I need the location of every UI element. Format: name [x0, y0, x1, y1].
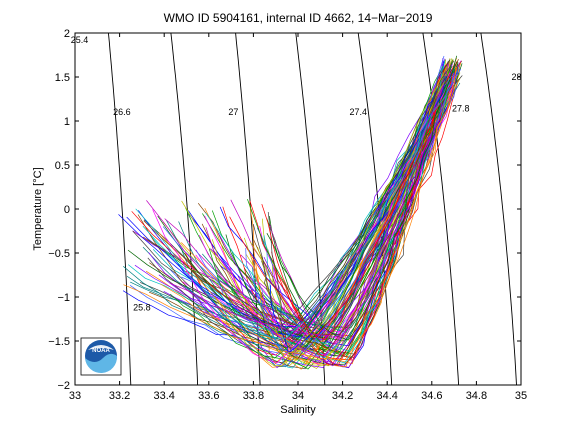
profile-line: [169, 84, 445, 338]
y-tick-label: 2: [64, 28, 70, 40]
x-tick-label: 33.2: [109, 390, 130, 402]
x-tick-label: 34.8: [466, 390, 487, 402]
profile-line: [245, 72, 455, 354]
x-tick-label: 34.4: [376, 390, 397, 402]
y-tick-label: −1.5: [48, 336, 70, 348]
x-tick-label: 33.4: [153, 390, 174, 402]
y-axis-title: Temperature [°C]: [32, 167, 44, 250]
profile-line: [146, 60, 452, 368]
noaa-logo: NOAA: [80, 337, 122, 376]
profile-lines: [118, 55, 463, 370]
x-axis-title: Salinity: [280, 404, 316, 416]
isopycnal-label: 27.4: [349, 107, 367, 117]
profile-line: [266, 55, 458, 341]
profile-line: [205, 66, 443, 352]
profile-line: [271, 75, 456, 365]
isopycnal-label: 25.8: [133, 303, 151, 313]
y-tick-label: 0.5: [55, 160, 70, 172]
noaa-logo-text: NOAA: [92, 348, 110, 354]
y-tick-label: 1.5: [55, 72, 70, 84]
chart-title: WMO ID 5904161, internal ID 4662, 14−Mar…: [164, 11, 433, 25]
profile-line: [132, 75, 463, 328]
profile-line: [213, 66, 448, 367]
profile-line: [158, 69, 447, 361]
profile-line: [229, 63, 448, 360]
profile-line: [123, 65, 456, 353]
isopycnal-label: 28: [512, 72, 522, 82]
isopycnal-label: 26.6: [113, 107, 131, 117]
profile-line: [143, 79, 448, 349]
x-tick-label: 33.6: [198, 390, 219, 402]
isopycnal-line: [107, 33, 132, 385]
isopycnal-line: [480, 33, 517, 385]
isopycnal-labels: 25.4 25.8 26.6 27 27.4 27.8 28: [71, 35, 522, 313]
isopycnal-label: 25.4: [71, 35, 89, 45]
profile-line: [157, 76, 450, 334]
x-tick-label: 35: [515, 390, 527, 402]
profile-line: [123, 66, 457, 361]
y-tick-label: −1: [57, 292, 70, 304]
isopycnal-line: [170, 33, 199, 385]
profile-line: [118, 73, 448, 328]
x-tick-label: 34.2: [332, 390, 353, 402]
axis-ticks: 33 33.2 33.4 33.6 33.8 34 34.2 34.4 34.6 34.8 35 −2…: [48, 28, 527, 402]
y-tick-label: −0.5: [48, 248, 70, 260]
x-tick-label: 34.6: [421, 390, 442, 402]
isopycnal-label: 27: [228, 107, 238, 117]
profile-line: [126, 75, 457, 339]
y-tick-label: 0: [64, 204, 70, 216]
profile-line: [252, 60, 455, 342]
x-tick-label: 33: [69, 390, 81, 402]
x-tick-label: 33.8: [243, 390, 264, 402]
profile-line: [269, 78, 450, 349]
isopycnal-label: 27.8: [452, 104, 470, 114]
y-tick-label: −2: [57, 380, 70, 392]
y-tick-label: 1: [64, 116, 70, 128]
x-tick-label: 34: [292, 390, 304, 402]
profile-line: [218, 82, 455, 367]
